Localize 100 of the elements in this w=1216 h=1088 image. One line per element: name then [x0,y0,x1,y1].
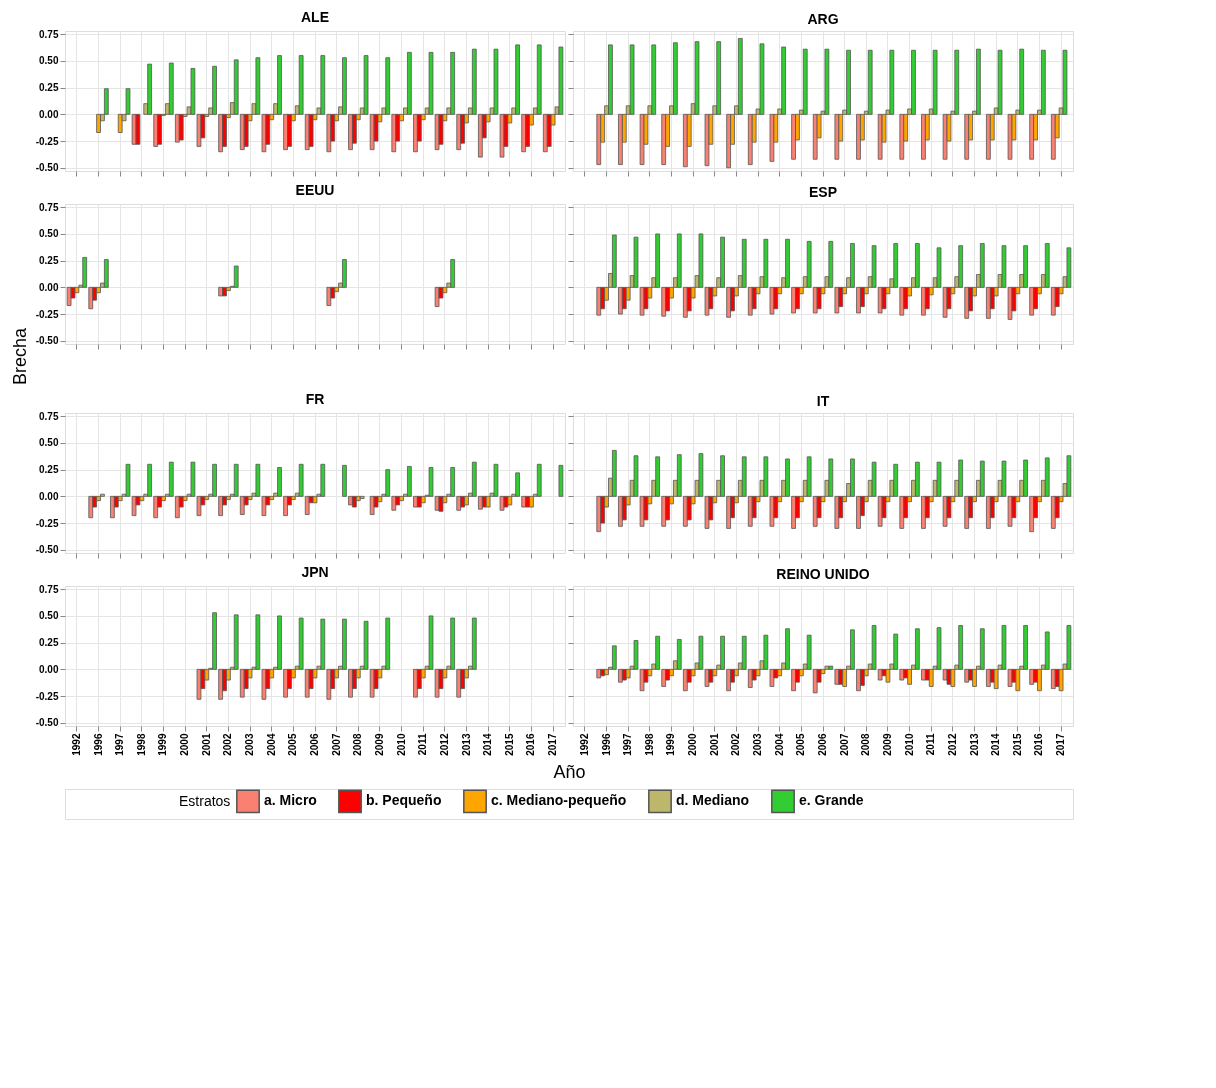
legend-label: d. Mediano [676,792,750,809]
x-tick-label: 2007 [330,733,342,756]
bar [558,464,564,497]
bar [503,495,509,508]
bar [907,668,912,685]
bar [781,46,786,115]
x-tick-label: 1992 [70,733,82,756]
bar [816,286,822,310]
bar [481,495,487,508]
x-tick-label: 2015 [503,733,515,756]
chart-title: EEUU [295,182,335,199]
y-tick-label: 0.50 [39,228,59,240]
x-tick-label: 2002 [730,733,742,756]
bar [651,44,657,115]
chart-title: ARG [807,11,839,27]
x-tick-label: 1999 [665,733,677,756]
bar [233,265,239,288]
bar [96,113,101,133]
bar [621,668,627,681]
bar [308,113,314,147]
x-tick-label: 2005 [287,733,299,756]
bar [842,668,847,687]
x-tick-label: 2012 [946,733,958,756]
x-tick-label: 2014 [990,733,1002,756]
chart-title: REINO UNIDO [776,566,870,582]
chart-title: ESP [808,184,838,200]
bar [791,113,796,160]
bar [673,42,678,115]
bar [769,113,775,162]
bar [312,495,318,504]
x-tick-label: 2013 [460,733,472,756]
y-tick-label: 0.75 [39,583,59,595]
bar [608,44,613,115]
bar [1066,455,1072,497]
bar [399,495,404,502]
y-tick-label: 0.50 [39,55,59,67]
bar [726,113,731,169]
chart-title: ALE [301,9,329,26]
x-tick-label: 2011 [417,733,429,756]
bar [737,38,743,115]
legend-label: b. Pequeño [366,792,442,809]
x-tick-label: 1997 [114,733,126,756]
bar [921,113,926,160]
x-tick-label: 1999 [157,733,169,756]
x-tick-label: 2000 [687,733,699,756]
bar [536,463,542,497]
bar [950,668,956,687]
bar [320,463,326,497]
y-tick-label: 0.00 [39,490,59,502]
bar [708,668,714,683]
bar [471,617,477,670]
x-tick-label: 2010 [903,733,915,756]
bar [385,617,391,670]
y-tick-label: 0.75 [39,28,59,40]
x-tick-label: 2001 [200,733,212,756]
bar [1066,247,1072,288]
bar [88,495,94,519]
x-tick-label: 2003 [244,733,256,756]
bar [342,259,347,288]
bar [954,49,960,115]
bar [596,668,602,679]
x-tick-label: 2016 [1033,733,1045,756]
bar [964,113,970,160]
bar [759,43,765,115]
bar [1029,113,1035,160]
bar [100,493,105,497]
x-tick-label: 1998 [135,733,147,756]
bar [287,113,292,147]
bar [1062,49,1068,115]
x-tick-label: 2017 [1055,733,1067,756]
x-tick-label: 2005 [795,733,807,756]
bar [438,495,444,512]
bar [856,113,861,160]
x-tick-label: 2014 [482,733,494,756]
bar [747,113,753,165]
x-tick-label: 2001 [708,733,720,756]
bar [639,113,645,165]
bar [139,495,145,502]
x-tick-label: 2013 [968,733,980,756]
bar [117,113,123,133]
y-tick-label: 0.00 [39,663,59,675]
chart-title: JPN [301,564,329,581]
y-tick-label: -0.50 [35,162,59,174]
bar [976,48,981,115]
x-tick-label: 2011 [925,733,937,756]
y-tick-label: 0.75 [39,201,59,213]
bar [625,668,631,679]
bar [834,113,840,160]
bar [604,668,609,676]
x-tick-label: 2017 [547,733,559,756]
legend-label: c. Mediano-pequeño [491,792,627,809]
y-tick-label: -0.50 [35,335,59,347]
bar [1007,113,1013,160]
bar [460,495,465,508]
y-tick-label: 0.00 [39,281,59,293]
bar [1066,625,1072,670]
bar [911,49,916,115]
y-axis-title: Brecha [9,327,30,386]
x-tick-label: 2000 [179,733,191,756]
bar [704,113,710,167]
